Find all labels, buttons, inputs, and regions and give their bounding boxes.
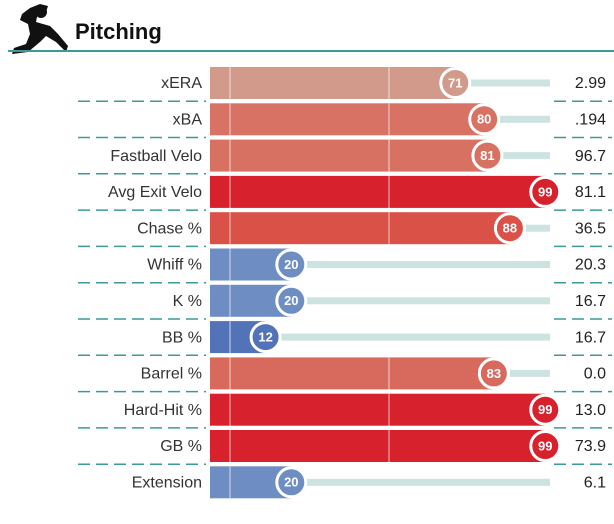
percentile-label: 71 xyxy=(448,75,462,90)
track xyxy=(484,115,550,123)
track xyxy=(487,152,550,160)
stat-value: 81.1 xyxy=(575,184,606,201)
track xyxy=(291,261,550,268)
percentile-dot xyxy=(477,357,510,390)
track xyxy=(265,333,550,341)
row-label: Extension xyxy=(132,475,202,492)
track xyxy=(493,369,550,377)
percentile-label: 99 xyxy=(538,402,552,417)
stat-value: 2.99 xyxy=(575,75,606,92)
percentile-dot xyxy=(439,67,472,99)
bar xyxy=(210,212,510,245)
bar xyxy=(210,430,546,462)
row-label: K % xyxy=(173,293,202,310)
percentile-dot xyxy=(493,212,526,245)
percentile-dot xyxy=(529,393,562,426)
row-label: BB % xyxy=(162,329,202,346)
percentile-label: 81 xyxy=(480,148,494,163)
percentile-dot xyxy=(471,139,504,172)
row-label: Hard-Hit % xyxy=(124,402,202,419)
bar xyxy=(210,357,494,390)
bar xyxy=(210,67,456,99)
row-label: Fastball Velo xyxy=(110,148,202,165)
stat-value: 96.7 xyxy=(575,148,606,165)
percentile-label: 20 xyxy=(284,475,298,490)
chart-title: Pitching xyxy=(75,19,162,44)
percentile-dot xyxy=(275,284,308,317)
row-label: Chase % xyxy=(137,220,202,237)
stat-value: 16.7 xyxy=(575,293,606,310)
percentile-label: 12 xyxy=(258,330,272,345)
track xyxy=(291,478,550,486)
row-label: xBA xyxy=(173,112,203,129)
percentile-dot xyxy=(529,175,562,208)
percentile-dot xyxy=(529,430,562,462)
percentile-label: 99 xyxy=(538,184,552,199)
stat-value: 73.9 xyxy=(575,438,606,455)
stat-value: 36.5 xyxy=(575,220,606,237)
percentile-dot xyxy=(275,466,308,499)
percentile-dot xyxy=(468,103,501,136)
track xyxy=(291,297,550,305)
row-label: GB % xyxy=(160,438,202,455)
track xyxy=(509,224,550,232)
percentile-label: 20 xyxy=(284,257,298,272)
percentile-label: 80 xyxy=(477,112,491,127)
stat-value: 20.3 xyxy=(575,257,606,274)
stat-value: .194 xyxy=(575,112,606,129)
percentile-label: 88 xyxy=(503,221,517,236)
stat-value: 16.7 xyxy=(575,329,606,346)
stat-value: 0.0 xyxy=(584,366,606,383)
bar xyxy=(210,175,546,208)
bar xyxy=(210,139,488,172)
bar xyxy=(210,103,485,136)
row-label: xERA xyxy=(161,75,202,92)
percentile-label: 83 xyxy=(487,366,501,381)
row-label: Whiff % xyxy=(147,257,202,274)
track xyxy=(455,79,550,87)
bar xyxy=(210,393,546,426)
percentile-label: 20 xyxy=(284,293,298,308)
row-label: Avg Exit Velo xyxy=(108,184,202,201)
stat-value: 13.0 xyxy=(575,402,606,419)
pitcher-icon xyxy=(12,4,68,54)
row-label: Barrel % xyxy=(141,366,202,383)
percentile-label: 99 xyxy=(538,438,552,453)
percentile-dot xyxy=(275,248,308,281)
percentile-dot xyxy=(249,321,282,354)
stat-value: 6.1 xyxy=(584,475,606,492)
